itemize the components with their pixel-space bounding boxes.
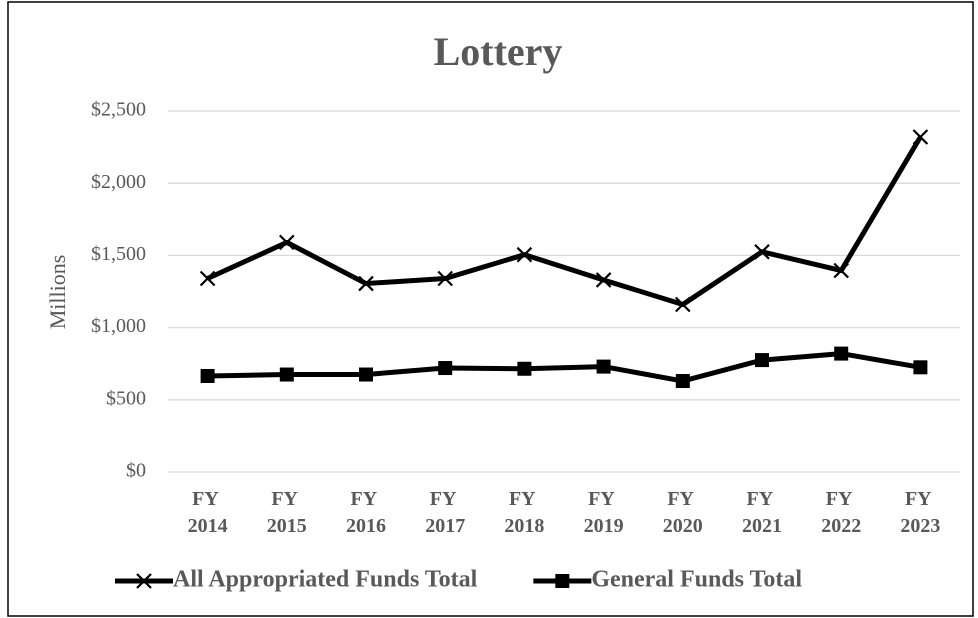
y-axis-label: Millions (45, 255, 70, 330)
y-tick-label: $2,000 (91, 171, 146, 193)
legend-marker (555, 574, 570, 588)
y-tick-label: $2,500 (91, 99, 146, 121)
point (754, 244, 770, 260)
point (675, 296, 691, 313)
x-tick-label: FY 2019 (584, 488, 624, 537)
x-tick-label: FY 2023 (900, 488, 940, 537)
x-tick-label: FY 2016 (346, 488, 386, 537)
y-tick-label: $1,500 (91, 243, 146, 265)
legend-marker (136, 573, 152, 589)
point (833, 262, 849, 279)
x-tick-label: FY 2020 (663, 488, 703, 537)
point (437, 270, 453, 287)
x-tick-label: FY 2018 (504, 488, 544, 537)
point (913, 360, 928, 375)
y-tick-label: $500 (106, 387, 146, 409)
y-tick-label: $0 (126, 460, 146, 482)
point (517, 361, 532, 376)
x-tick-label: FY 2014 (188, 488, 228, 537)
point (200, 368, 215, 383)
series-line (207, 351, 921, 384)
point (596, 359, 611, 374)
point (438, 361, 453, 376)
point (199, 270, 216, 287)
point (675, 374, 690, 389)
point (359, 367, 373, 382)
x-tick-label: FY 2015 (267, 488, 307, 537)
legend-label: General Funds Total (591, 567, 802, 593)
legend-label: All Appropriated Funds Total (173, 567, 478, 593)
x-tick-label: FY 2021 (742, 488, 782, 537)
point (834, 346, 849, 361)
point (358, 275, 374, 292)
point (595, 272, 612, 288)
point (516, 246, 533, 263)
point (279, 367, 294, 382)
point (912, 129, 929, 145)
series-line (206, 135, 923, 307)
x-tick-label: FY 2022 (821, 488, 861, 537)
x-tick-label: FY 2017 (425, 488, 465, 537)
chart-border (7, 1, 974, 617)
y-tick-label: $1,000 (91, 315, 146, 337)
chart-title: Lottery (434, 29, 563, 74)
point (755, 353, 769, 368)
point (279, 234, 295, 251)
